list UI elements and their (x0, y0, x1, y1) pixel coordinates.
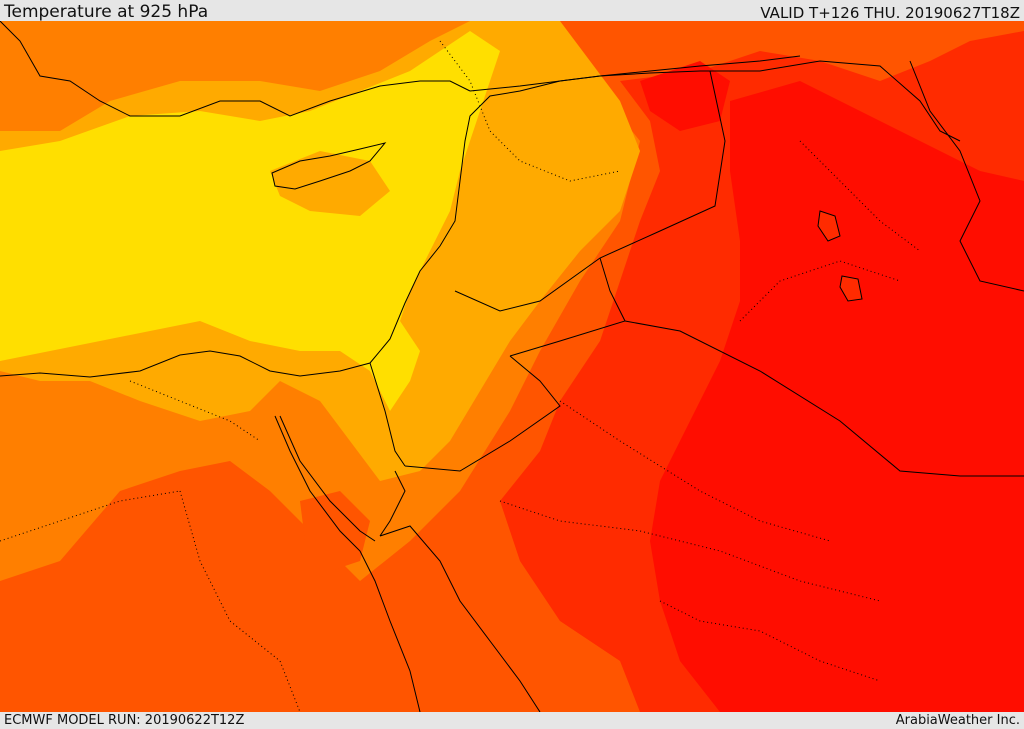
red-sea-east (379, 525, 541, 712)
iraq-saudi-border (624, 320, 1024, 477)
valid-time: VALID T+126 THU. 20190627T18Z (760, 4, 1020, 22)
lake-tharthar (817, 210, 841, 242)
provincial-borders (0, 40, 921, 712)
red-sea-west (274, 415, 421, 712)
syria-jordan-border (454, 70, 726, 312)
header-bar: Temperature at 925 hPa VALID T+126 THU. … (0, 0, 1024, 21)
gulf-of-aqaba (379, 470, 406, 537)
model-run: ECMWF MODEL RUN: 20190622T12Z (4, 713, 245, 728)
credit: ArabiaWeather Inc. (895, 713, 1020, 728)
lakes (817, 210, 863, 302)
map-canvas (0, 21, 1024, 712)
iraq-iran-border (909, 60, 1024, 292)
lake-habbaniyah (839, 275, 863, 302)
jordan-saudi-border (404, 355, 561, 472)
dark-orange-patch-sinai (300, 491, 370, 571)
red-patch-north (640, 61, 730, 131)
syria-turkey-border (469, 60, 961, 142)
temperature-map[interactable] (0, 21, 1024, 712)
cyprus (271, 142, 387, 190)
yellow-band (0, 31, 500, 411)
footer-bar: ECMWF MODEL RUN: 20190622T12Z ArabiaWeat… (0, 712, 1024, 729)
map-title: Temperature at 925 hPa (4, 2, 209, 22)
yellow-tongue (270, 151, 390, 216)
red-core (650, 81, 1024, 712)
turkey-coast (0, 21, 471, 117)
egypt-israel-border (369, 362, 406, 467)
national-borders (369, 60, 1024, 477)
gulf-of-suez (279, 415, 376, 542)
